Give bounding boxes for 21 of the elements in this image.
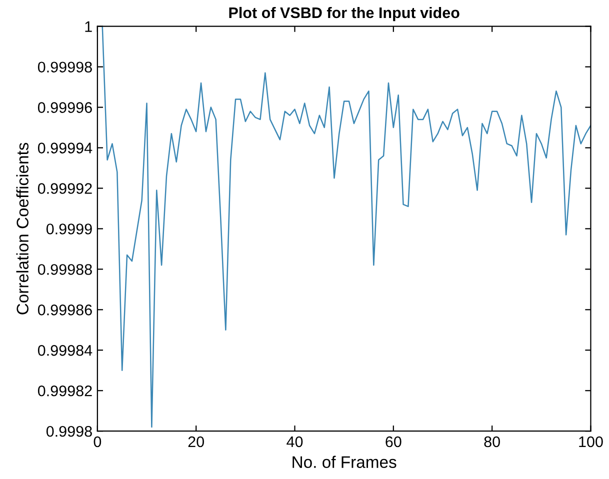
y-tick-label: 0.99988	[38, 264, 92, 275]
y-tick-label: 0.99992	[38, 183, 92, 194]
y-tick-label: 1	[85, 21, 92, 32]
y-tick-label: 0.9999	[46, 224, 92, 234]
x-tick-label: 100	[579, 436, 603, 448]
line-series	[102, 26, 591, 428]
chart-title: Plot of VSBD for the Input video	[229, 6, 460, 22]
x-tick-label: 60	[386, 436, 402, 448]
y-tick-label: 0.99984	[38, 345, 92, 356]
x-tick-label: 40	[286, 436, 303, 448]
y-tick-label: 0.9998	[46, 426, 92, 437]
y-tick-label: 0.99998	[38, 62, 92, 73]
y-tick-label: 0.99994	[38, 142, 92, 154]
x-tick-label: 80	[484, 436, 500, 448]
x-tick-label: 0	[94, 436, 102, 448]
y-tick-label: 0.99982	[38, 385, 92, 396]
x-tick-label: 20	[188, 436, 204, 448]
x-axis-title: No. of Frames	[292, 456, 396, 468]
y-tick-label: 0.99996	[38, 102, 92, 113]
y-axis-title: Correlation Coefficients	[16, 142, 29, 314]
y-tick-label: 0.99986	[38, 304, 92, 316]
